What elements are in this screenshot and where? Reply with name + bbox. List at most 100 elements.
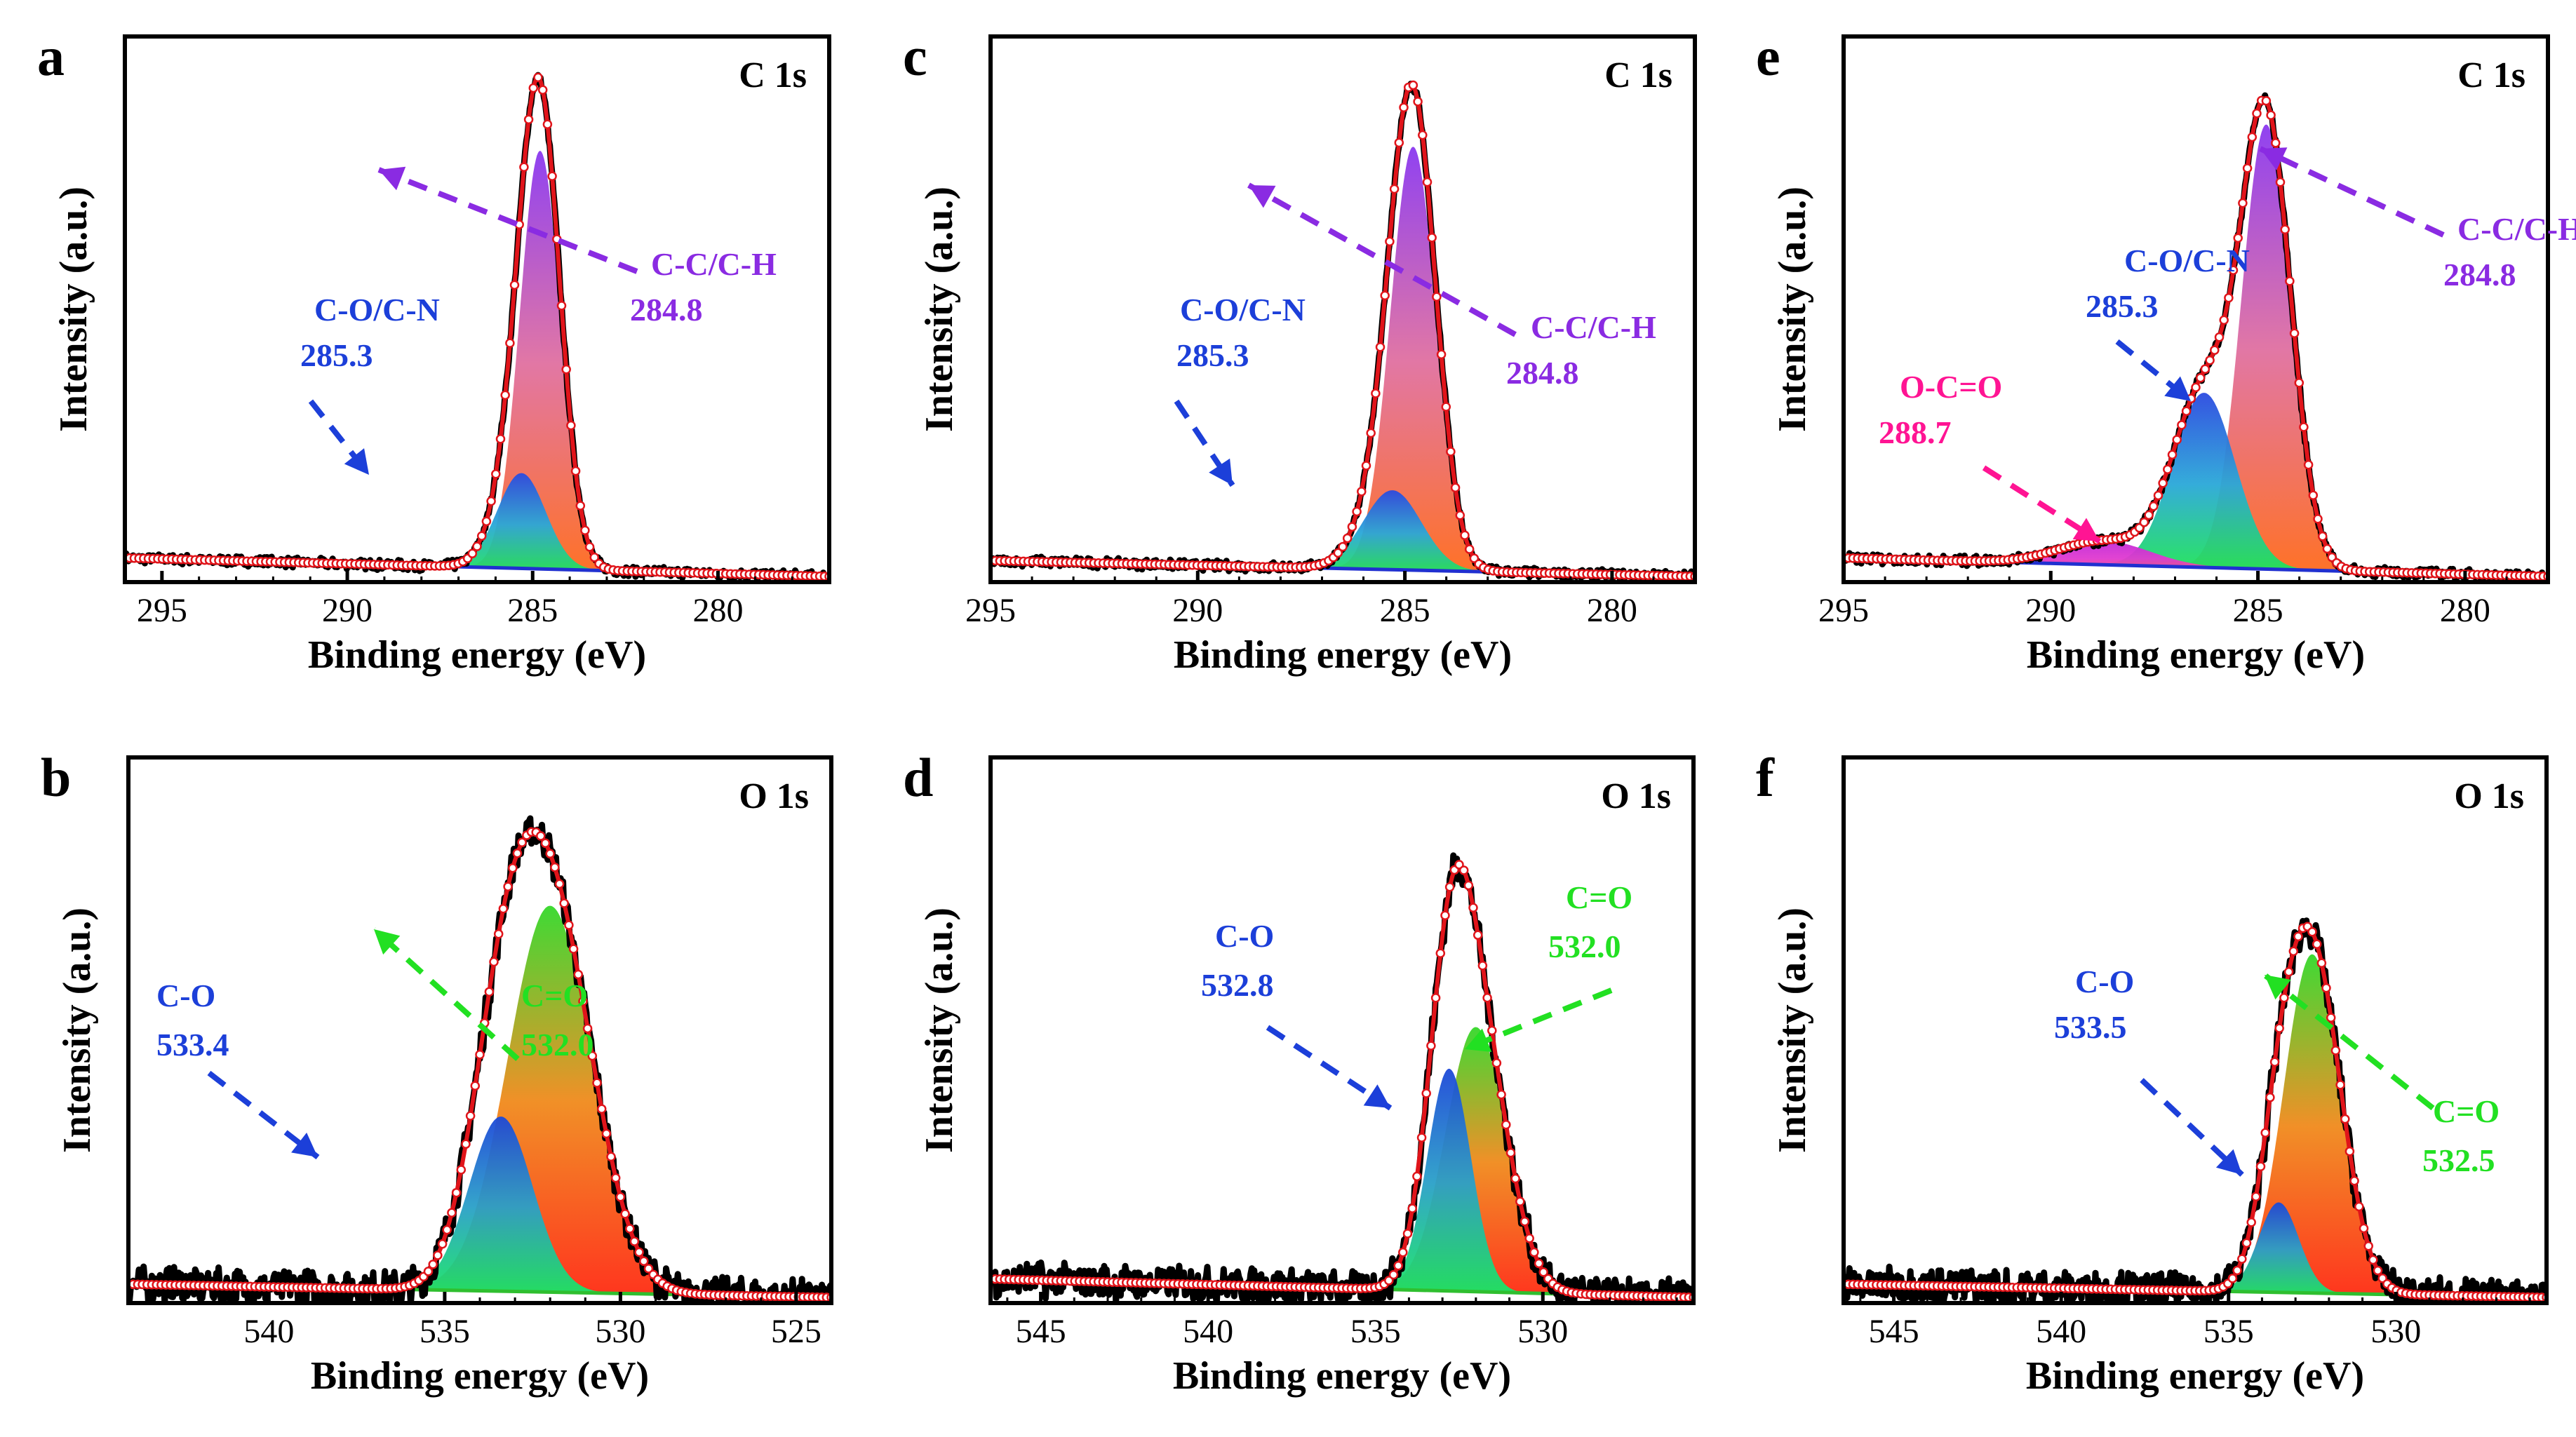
fit-marker (1515, 1196, 1525, 1206)
annotation-arrow-head (1465, 1028, 1492, 1053)
annotation-arrow-head (2215, 1149, 2242, 1175)
fit-marker (1455, 511, 1465, 520)
fit-marker (2246, 1217, 2256, 1227)
fit-marker (564, 920, 574, 930)
annotation-c-o: C-O 533.5 (2054, 964, 2244, 1177)
fit-marker (584, 542, 595, 552)
fit-marker (2181, 406, 2192, 416)
fit-marker (1463, 880, 1474, 891)
fit-marker (2219, 315, 2229, 325)
fit-marker (442, 1225, 452, 1235)
plot-area (125, 72, 829, 582)
fit-marker (2326, 1013, 2336, 1023)
x-tick-label: 535 (2203, 1313, 2254, 1350)
fit-marker (1347, 522, 1357, 532)
fit-marker (2330, 1046, 2341, 1055)
fit-marker (625, 1224, 635, 1234)
fit-marker (2158, 478, 2168, 488)
fit-marker (1399, 102, 1409, 112)
axes-frame (1842, 34, 2550, 584)
annotation-label: C-O (2075, 964, 2134, 999)
fit-envelope (125, 74, 829, 579)
annotation-c-o-c-n: C-O/C-N 285.3 (300, 292, 440, 477)
x-tick-label: 280 (692, 592, 743, 629)
annotation-value: 532.0 (521, 1027, 594, 1062)
x-tick-label: 540 (243, 1313, 294, 1350)
panel-a: 295 290 285 280 Binding energy (eV) Intensity… (37, 26, 831, 677)
fit-marker (1402, 1229, 1413, 1239)
fit-markers (991, 860, 1693, 1302)
fit-marker (2316, 958, 2327, 969)
annotation-label: C-C/C-H (1531, 309, 1656, 345)
fit-marker (533, 72, 543, 83)
fit-marker (575, 501, 586, 511)
x-tick-label: 290 (1172, 592, 1223, 629)
fit-marker (461, 1139, 471, 1149)
fit-marker (1333, 548, 1343, 558)
fit-marker (2283, 967, 2294, 977)
x-tick-label: 290 (2025, 592, 2076, 629)
fit-marker (1361, 461, 1371, 471)
annotation-c-o-c-n: C-O/C-N 285.3 (1174, 292, 1306, 487)
annotation-c-o-c-n: C-O/C-N 285.3 (2086, 243, 2250, 404)
plot-area (1844, 92, 2548, 582)
annotation-arrow-head (1209, 458, 1233, 485)
x-tick-label: 285 (507, 592, 558, 629)
fit-marker (1357, 487, 1367, 497)
annotation-value: 284.8 (630, 292, 703, 328)
annotation-c-o: C=O 532.5 (2262, 972, 2500, 1178)
x-axis-label: Binding energy (eV) (1174, 633, 1512, 677)
y-axis-label: Intensity (a.u.) (918, 908, 961, 1153)
axes-frame (123, 34, 831, 584)
fit-marker (1510, 1173, 1520, 1184)
fit-marker (1389, 184, 1400, 194)
fit-marker (2322, 544, 2333, 554)
fit-marker (1421, 1088, 1431, 1098)
spectrum-label: O 1s (2454, 776, 2524, 816)
fit-marker (2144, 510, 2154, 520)
fit-marker (1534, 1258, 1544, 1269)
annotation-arrow-head (344, 448, 369, 475)
fit-marker (568, 944, 579, 954)
axes-frame (988, 34, 1697, 584)
annotation-value: 285.3 (1176, 337, 1249, 373)
fit-marker (2139, 518, 2149, 527)
annotation-label: C-O/C-N (1180, 292, 1306, 328)
panel-letter: e (1756, 26, 1780, 87)
annotation-arrow-head (2072, 518, 2100, 541)
fit-marker (2293, 931, 2303, 942)
fit-marker (1450, 483, 1461, 493)
annotation-label: C-O (1215, 918, 1274, 954)
fit-marker (2265, 1093, 2275, 1102)
annotation-label: C-O/C-N (2124, 243, 2250, 278)
raw-data (125, 72, 829, 582)
fit-marker (615, 1192, 626, 1202)
fit-marker (1501, 1119, 1511, 1130)
annotation-c-o: C-O 533.4 (156, 978, 320, 1160)
y-axis-label: Intensity (a.u.) (918, 187, 961, 432)
y-axis-label: Intensity (a.u.) (55, 908, 99, 1153)
fit-marker (2149, 501, 2159, 511)
fit-marker (2260, 1128, 2270, 1138)
annotation-arrow-line (1463, 987, 1613, 1052)
panel-letter: c (903, 26, 927, 87)
fit-marker (2177, 420, 2187, 430)
fit-marker (2363, 1241, 2373, 1251)
fit-marker (1477, 961, 1488, 971)
fit-marker (2299, 422, 2309, 432)
fit-marker (1468, 903, 1478, 913)
fit-marker (578, 996, 588, 1006)
fit-marker (2313, 514, 2323, 524)
fit-marker (2266, 110, 2276, 120)
fit-marker (629, 1236, 640, 1246)
x-tick-label: 545 (1869, 1313, 1919, 1350)
fit-marker (1342, 533, 1353, 544)
annotation-value: 284.8 (1506, 355, 1579, 391)
y-axis-label: Intensity (a.u.) (1771, 187, 1814, 432)
annotation-label: C-O/C-N (314, 292, 440, 328)
fit-marker (587, 1051, 598, 1061)
annotation-label: C=O (521, 978, 588, 1013)
fit-marker (528, 83, 539, 93)
fit-marker (559, 898, 569, 908)
fit-marker (2368, 1255, 2378, 1265)
